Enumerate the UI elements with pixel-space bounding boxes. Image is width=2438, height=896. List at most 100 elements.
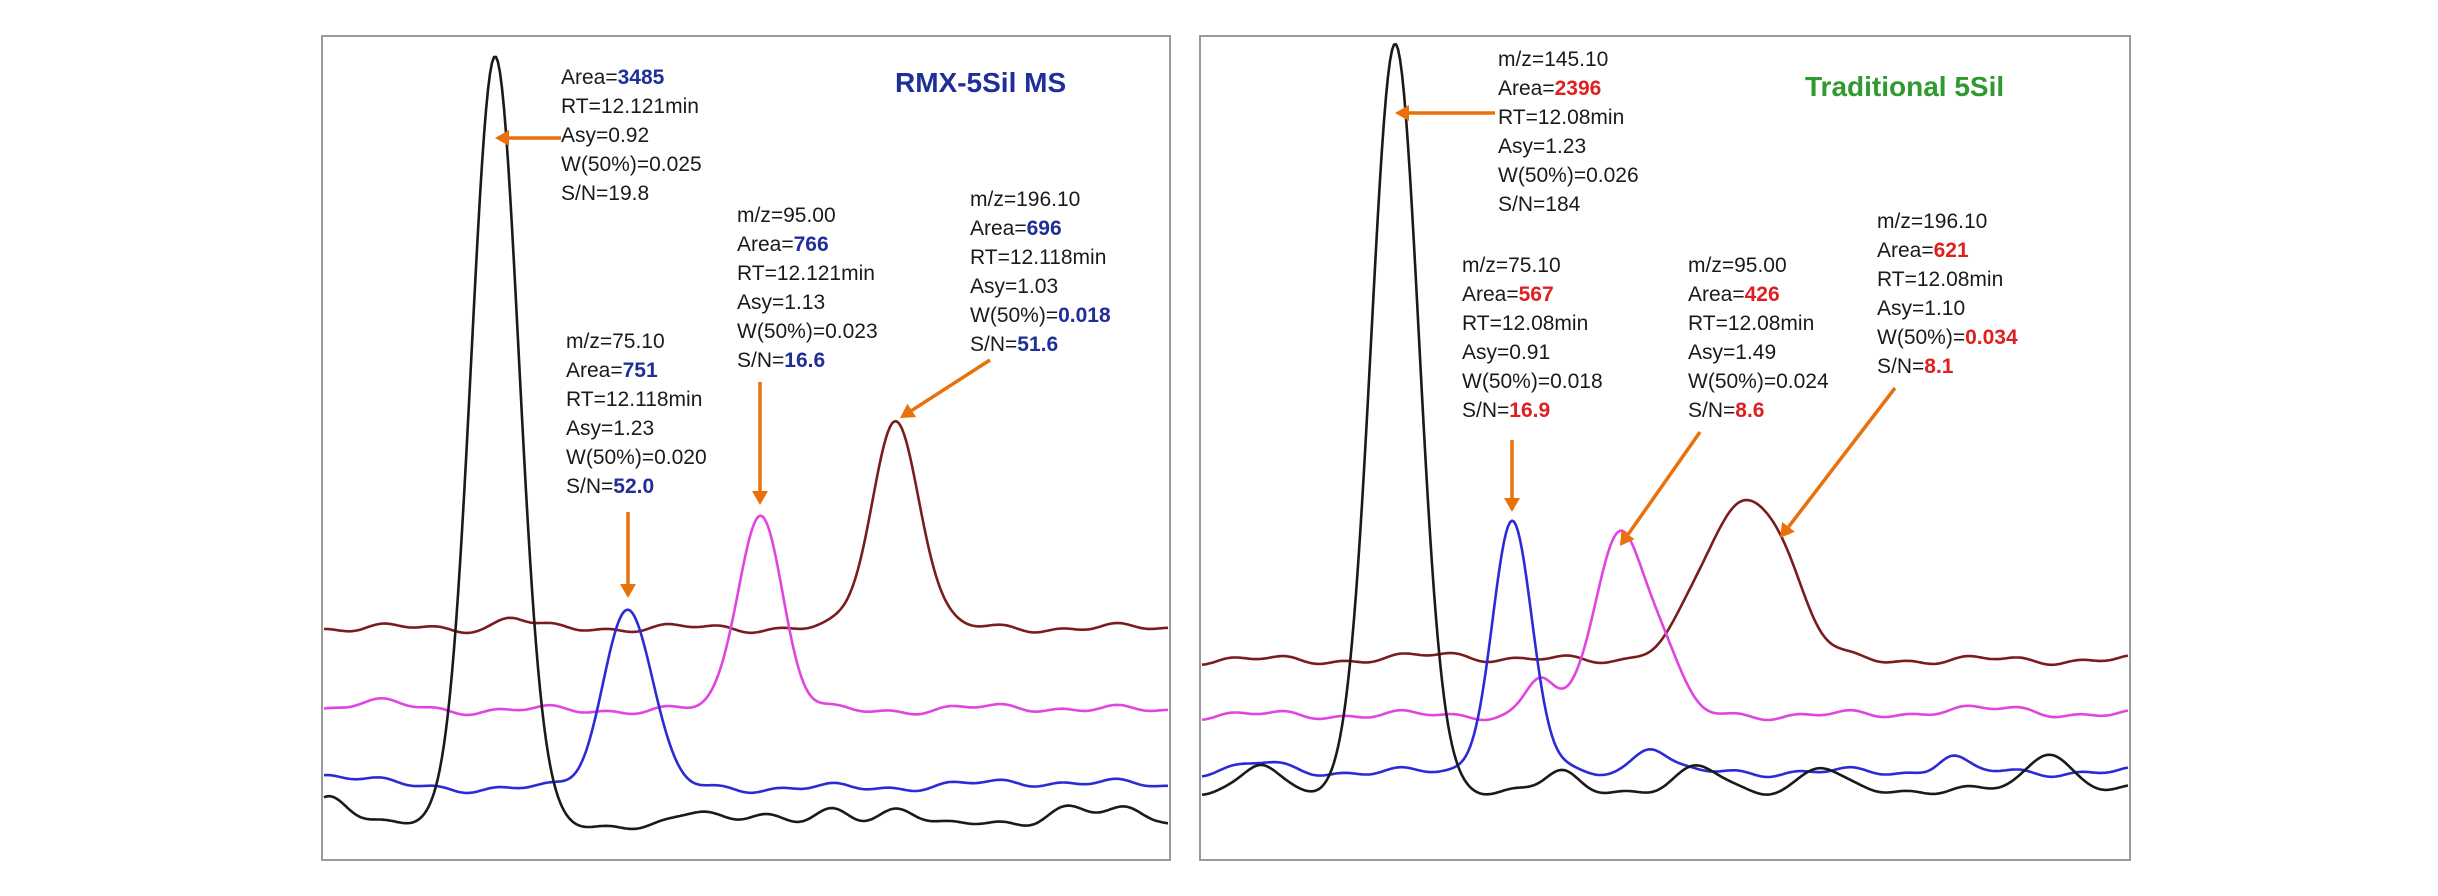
annotation-label: Asy=1.23 — [566, 417, 654, 440]
annotation-label: Asy=0.92 — [561, 124, 649, 147]
annotation-magenta-line: Area=766 — [737, 233, 829, 256]
annotation-label: W(50%)=0.023 — [737, 320, 878, 343]
annotation-label: W(50%)= — [1877, 326, 1965, 349]
panel-frame — [1199, 35, 2131, 861]
annotation-label: RT=12.08min — [1462, 312, 1588, 335]
annotation-black-line: Area=3485 — [561, 66, 665, 89]
annotation-blue-line: S/N=52.0 — [566, 475, 654, 498]
annotation-value: 751 — [623, 359, 658, 382]
annotation-label: m/z=145.10 — [1498, 48, 1608, 71]
annotation-label: m/z=75.10 — [1462, 254, 1561, 277]
annotation-group: Area=3485 RT=12.121min Asy=0.92 W(50%)=0.02… — [561, 66, 1111, 498]
annotation-label: Asy=1.13 — [737, 291, 825, 314]
annotation-blue-line: Area=751 — [566, 359, 658, 382]
annotation-magenta-line: Area=426 — [1688, 283, 1780, 306]
annotation-value: 51.6 — [1017, 333, 1058, 356]
annotation-value: 2396 — [1555, 77, 1602, 100]
annotation-value: 766 — [794, 233, 829, 256]
annotation-value: 621 — [1934, 239, 1969, 262]
annotation-maroon-line: W(50%)=0.034 — [1877, 326, 2018, 349]
annotation-magenta-line: S/N=16.6 — [737, 349, 825, 372]
annotation-black-line: RT=12.121min — [561, 95, 699, 118]
annotation-value: 0.034 — [1965, 326, 2018, 349]
annotation-magenta-line: RT=12.08min — [1688, 312, 1814, 335]
annotation-value: 0.018 — [1058, 304, 1111, 327]
annotation-label: RT=12.121min — [561, 95, 699, 118]
trace-black — [323, 55, 1169, 831]
arrow-group — [495, 130, 991, 598]
arrow-magenta-shaft — [1626, 430, 1702, 536]
annotation-blue-line: RT=12.118min — [566, 388, 702, 411]
annotation-label: Area= — [561, 66, 618, 89]
annotation-label: W(50%)=0.026 — [1498, 164, 1639, 187]
annotation-label: Asy=0.91 — [1462, 341, 1550, 364]
annotation-magenta-line: Asy=1.13 — [737, 291, 825, 314]
arrow-maroon-shaft — [1787, 386, 1897, 528]
annotation-label: S/N= — [970, 333, 1017, 356]
annotation-black-line: Area=2396 — [1498, 77, 1601, 100]
annotation-value: 8.6 — [1735, 399, 1764, 422]
annotation-label: Area= — [1877, 239, 1934, 262]
arrow-maroon-head — [900, 403, 917, 418]
annotation-label: Area= — [1688, 283, 1745, 306]
arrow-black-head — [1395, 105, 1409, 121]
annotation-maroon-line: Asy=1.10 — [1877, 297, 1965, 320]
annotation-label: S/N= — [566, 475, 613, 498]
annotation-group: m/z=145.10Area=2396RT=12.08minAsy=1.23W(… — [1462, 48, 2018, 422]
annotation-maroon-line: W(50%)=0.018 — [970, 304, 1111, 327]
annotation-blue-line: S/N=16.9 — [1462, 399, 1550, 422]
annotation-maroon-line: RT=12.118min — [970, 246, 1106, 269]
annotation-value: 16.6 — [784, 349, 825, 372]
arrow-blue-head — [1504, 498, 1520, 512]
annotation-magenta-line: Asy=1.49 — [1688, 341, 1776, 364]
arrow-magenta-head — [752, 491, 768, 505]
annotation-label: Asy=1.49 — [1688, 341, 1776, 364]
trace-maroon — [1201, 498, 2129, 667]
annotation-value: 3485 — [618, 66, 665, 89]
trace-black — [1201, 43, 2129, 796]
annotation-label: RT=12.08min — [1498, 106, 1624, 129]
annotation-black-line: RT=12.08min — [1498, 106, 1624, 129]
annotation-blue-line: W(50%)=0.018 — [1462, 370, 1603, 393]
annotation-label: Area= — [1462, 283, 1519, 306]
trace-maroon — [324, 419, 1169, 635]
annotation-black-line: S/N=19.8 — [561, 182, 649, 205]
annotation-label: W(50%)=0.025 — [561, 153, 702, 176]
annotation-maroon-line: m/z=196.10 — [1877, 210, 1987, 233]
annotation-value: 567 — [1519, 283, 1554, 306]
annotation-label: W(50%)= — [970, 304, 1058, 327]
annotation-label: W(50%)=0.020 — [566, 446, 707, 469]
arrow-maroon-shaft — [910, 358, 991, 412]
annotation-magenta-line: W(50%)=0.024 — [1688, 370, 1829, 393]
annotation-label: m/z=95.00 — [737, 204, 836, 227]
annotation-label: m/z=196.10 — [970, 188, 1080, 211]
annotation-label: W(50%)=0.018 — [1462, 370, 1603, 393]
annotation-black-line: Asy=0.92 — [561, 124, 649, 147]
annotation-magenta-line: RT=12.121min — [737, 262, 875, 285]
arrow-maroon-head — [1780, 522, 1795, 538]
trace-group — [323, 55, 1169, 831]
annotation-maroon-line: m/z=196.10 — [970, 188, 1080, 211]
annotation-label: m/z=95.00 — [1688, 254, 1787, 277]
annotation-maroon-line: S/N=8.1 — [1877, 355, 1954, 378]
annotation-label: Area= — [1498, 77, 1555, 100]
annotation-label: S/N=184 — [1498, 193, 1581, 216]
arrow-group — [1395, 105, 1897, 546]
chromatogram-panel-rmx-5sil: RMX-5Sil MS Area=3485RT=12.121minAsy=0.9… — [321, 35, 1171, 861]
annotation-label: Asy=1.10 — [1877, 297, 1965, 320]
annotation-black-line: S/N=184 — [1498, 193, 1581, 216]
annotation-label: RT=12.121min — [737, 262, 875, 285]
annotation-black-line: W(50%)=0.025 — [561, 153, 702, 176]
annotation-label: S/N= — [1877, 355, 1924, 378]
annotation-magenta-line: m/z=95.00 — [737, 204, 836, 227]
trace-magenta — [323, 514, 1169, 717]
annotation-label: Asy=1.03 — [970, 275, 1058, 298]
annotation-label: m/z=75.10 — [566, 330, 665, 353]
annotation-blue-line: m/z=75.10 — [566, 330, 665, 353]
annotation-label: m/z=196.10 — [1877, 210, 1987, 233]
annotation-label: S/N=19.8 — [561, 182, 649, 205]
annotation-maroon-line: S/N=51.6 — [970, 333, 1058, 356]
annotation-label: S/N= — [1688, 399, 1735, 422]
annotation-label: S/N= — [737, 349, 784, 372]
arrow-black-head — [495, 130, 509, 146]
